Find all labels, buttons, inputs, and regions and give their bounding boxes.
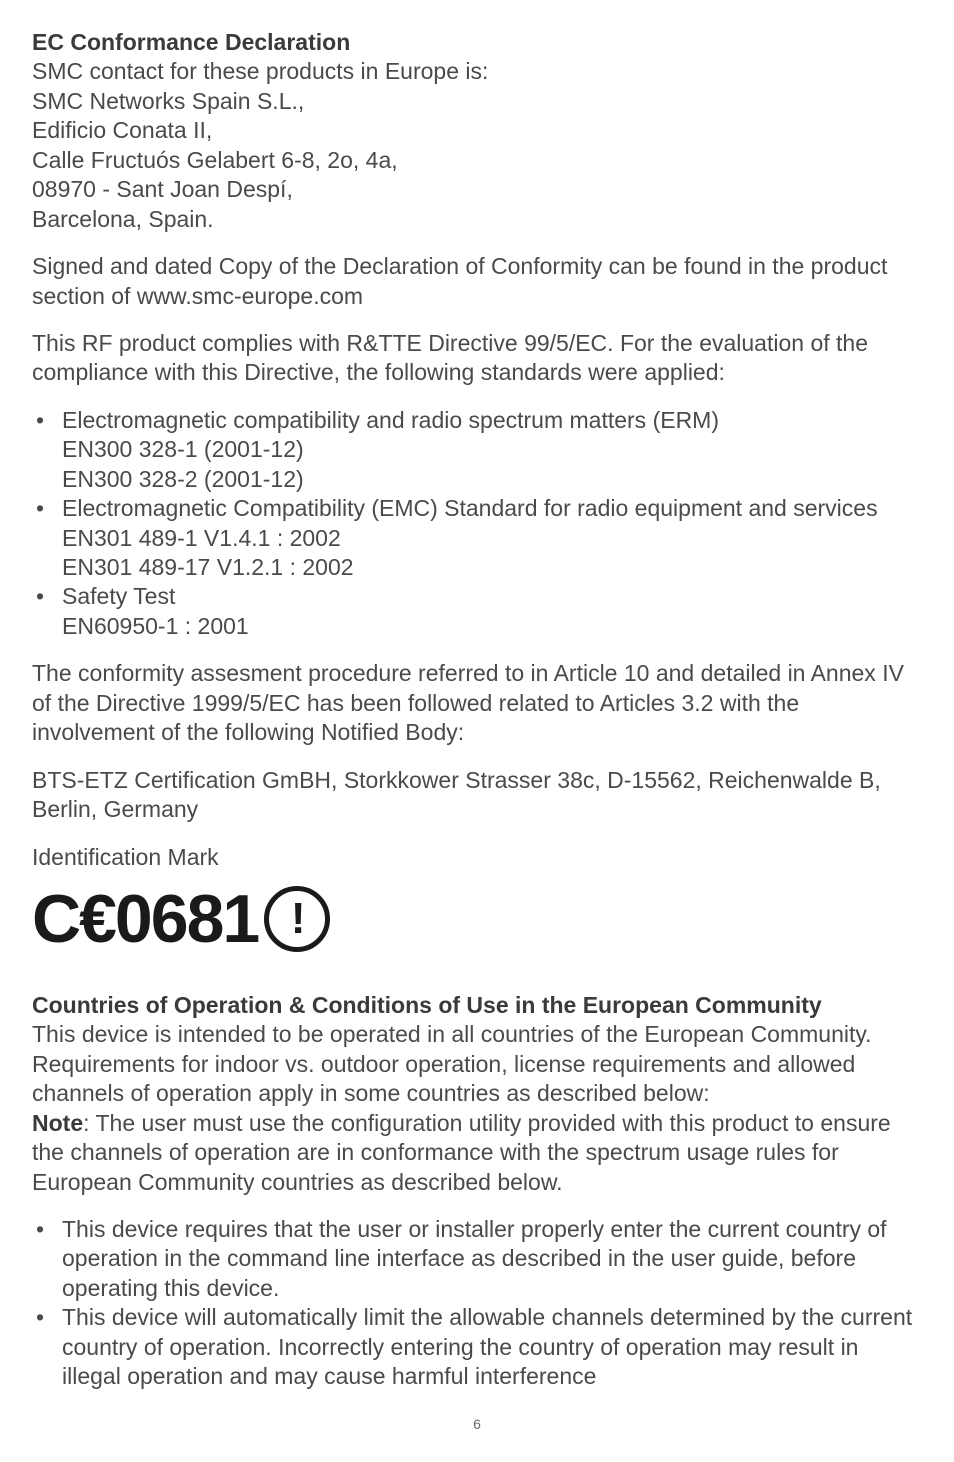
ce-mark-text: C€0681 <box>32 876 258 963</box>
device-requirement-item-0: This device requires that the user or in… <box>32 1215 922 1303</box>
note-body: : The user must use the configuration ut… <box>32 1110 891 1195</box>
standards-item-emc: Electromagnetic Compatibility (EMC) Stan… <box>32 494 922 582</box>
standards-item-emc-main: Electromagnetic Compatibility (EMC) Stan… <box>62 495 878 521</box>
contact-line-2: Edificio Conata II, <box>32 116 922 145</box>
note-label: Note <box>32 1110 83 1136</box>
countries-operation-heading: Countries of Operation & Conditions of U… <box>32 992 822 1018</box>
identification-mark-label: Identification Mark <box>32 843 922 872</box>
standards-item-safety: Safety Test EN60950-1 : 2001 <box>32 582 922 641</box>
contact-line-5: Barcelona, Spain. <box>32 205 922 234</box>
standards-item-safety-sub-0: EN60950-1 : 2001 <box>62 612 922 641</box>
signed-copy-paragraph: Signed and dated Copy of the Declaration… <box>32 252 922 311</box>
countries-operation-block: Countries of Operation & Conditions of U… <box>32 991 922 1197</box>
ec-conformance-heading: EC Conformance Declaration <box>32 28 922 57</box>
ce-alert-icon-glyph: ! <box>291 897 304 941</box>
ce-alert-icon: ! <box>264 886 330 952</box>
contact-line-0: SMC contact for these products in Europe… <box>32 57 922 86</box>
standards-item-safety-main: Safety Test <box>62 583 175 609</box>
notified-body-paragraph: BTS-ETZ Certification GmBH, Storkkower S… <box>32 766 922 825</box>
device-requirement-item-1: This device will automatically limit the… <box>32 1303 922 1391</box>
standards-item-erm: Electromagnetic compatibility and radio … <box>32 406 922 494</box>
standards-item-erm-sub-0: EN300 328-1 (2001-12) <box>62 435 922 464</box>
contact-line-1: SMC Networks Spain S.L., <box>32 87 922 116</box>
conformity-procedure-paragraph: The conformity assesment procedure refer… <box>32 659 922 747</box>
standards-item-erm-main: Electromagnetic compatibility and radio … <box>62 407 719 433</box>
contact-line-3: Calle Fructuós Gelabert 6-8, 2o, 4a, <box>32 146 922 175</box>
standards-item-erm-sub-1: EN300 328-2 (2001-12) <box>62 465 922 494</box>
standards-list: Electromagnetic compatibility and radio … <box>32 406 922 642</box>
contact-line-4: 08970 - Sant Joan Despí, <box>32 175 922 204</box>
standards-item-emc-sub-1: EN301 489-17 V1.2.1 : 2002 <box>62 553 922 582</box>
standards-item-emc-sub-0: EN301 489-1 V1.4.1 : 2002 <box>62 524 922 553</box>
rf-compliance-paragraph: This RF product complies with R&TTE Dire… <box>32 329 922 388</box>
countries-operation-body: This device is intended to be operated i… <box>32 1021 872 1106</box>
ce-mark: C€0681 ! <box>32 876 922 963</box>
ec-conformance-block: EC Conformance Declaration SMC contact f… <box>32 28 922 234</box>
page-number: 6 <box>32 1416 922 1434</box>
device-requirements-list: This device requires that the user or in… <box>32 1215 922 1392</box>
